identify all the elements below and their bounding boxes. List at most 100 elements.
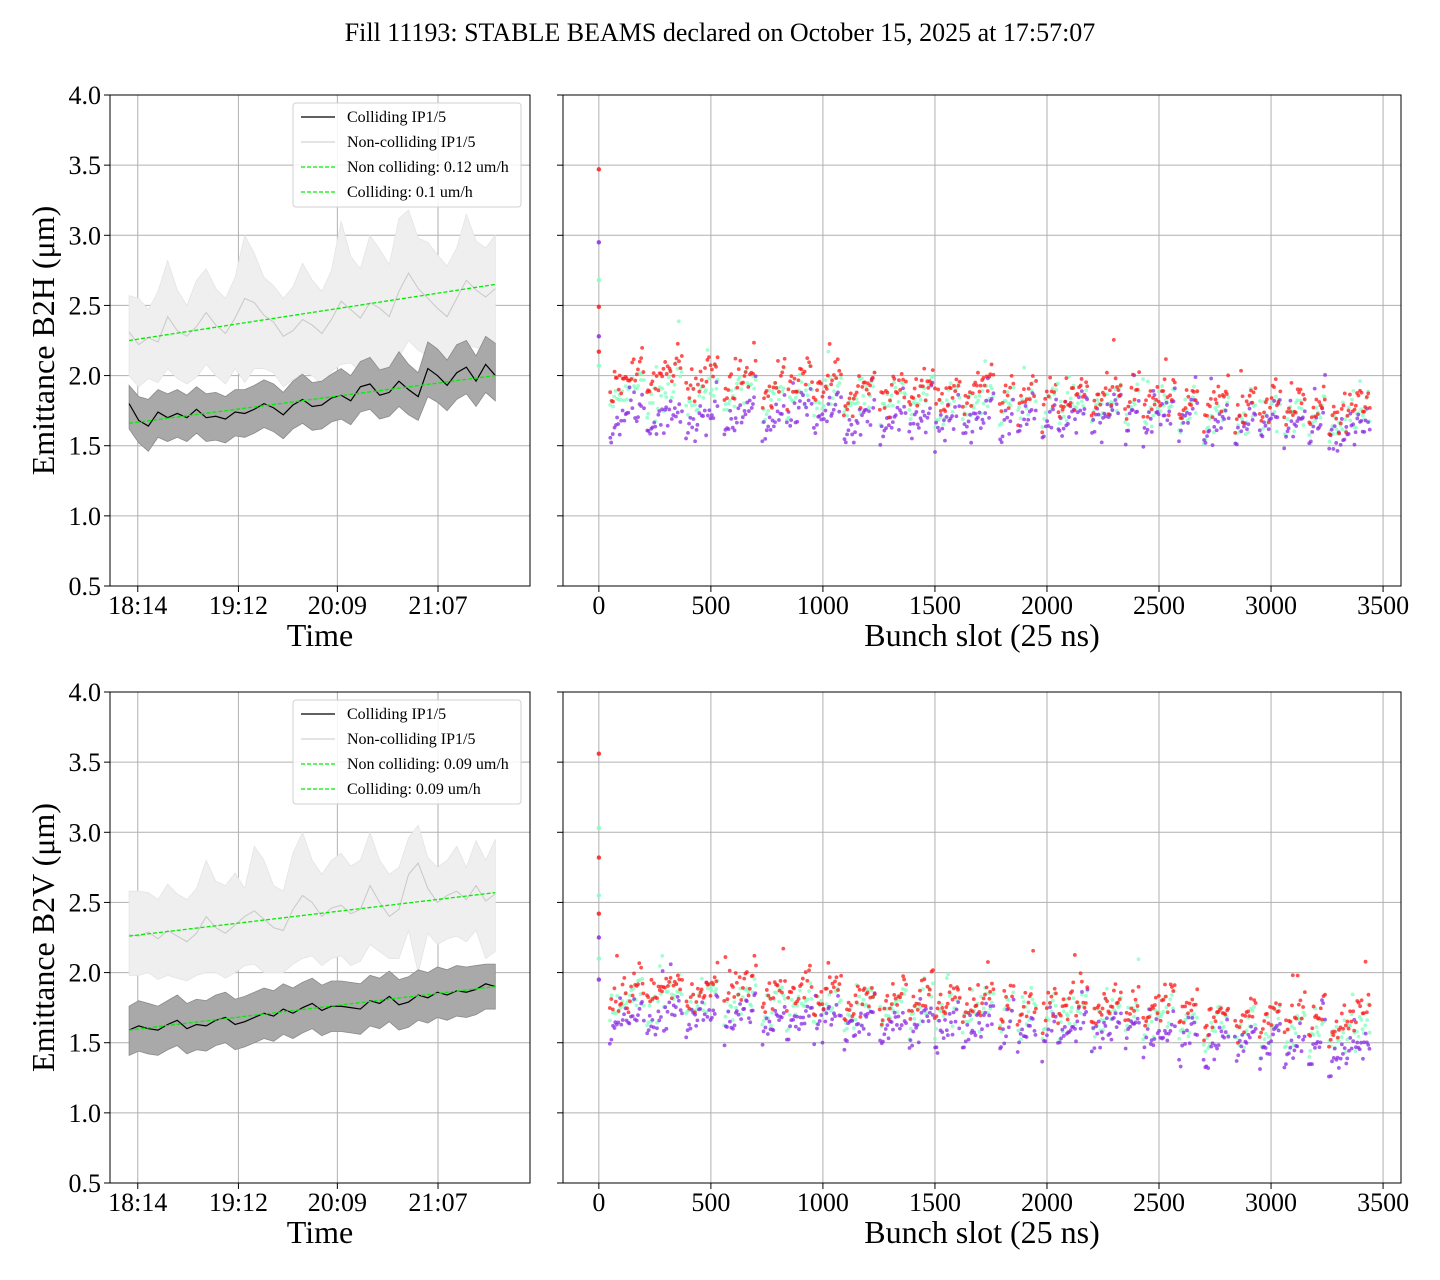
bunch-point xyxy=(1236,1040,1240,1045)
bunch-point xyxy=(1033,408,1038,413)
bunch-point xyxy=(957,379,962,384)
bunch-point xyxy=(1243,432,1248,437)
bunch-point xyxy=(742,401,747,406)
bunch-point xyxy=(609,993,614,998)
bunch-point xyxy=(788,379,793,384)
bunch-point xyxy=(1024,1035,1029,1039)
bunch-point xyxy=(962,412,967,417)
bunch-point xyxy=(1234,442,1239,447)
bunch-point xyxy=(1239,429,1244,434)
bunch-point xyxy=(763,1010,768,1015)
bunch-point xyxy=(812,413,816,418)
bunch-point xyxy=(767,384,772,389)
bunch-point xyxy=(688,399,693,404)
bunch-point xyxy=(1085,397,1089,402)
bunch-point xyxy=(857,374,861,378)
bunch-point xyxy=(862,401,867,406)
bunch-point xyxy=(805,413,809,417)
bunch-point xyxy=(917,1002,922,1006)
pilot-bunch-point xyxy=(596,911,602,916)
bunch-point xyxy=(1334,1024,1339,1029)
bunch-point xyxy=(858,432,863,437)
bunch-point xyxy=(1011,984,1016,988)
bunch-point xyxy=(1091,418,1096,422)
bunch-point xyxy=(1269,416,1273,421)
bunch-point xyxy=(1310,430,1315,434)
bunch-point xyxy=(805,1004,810,1009)
bunch-point xyxy=(740,995,745,999)
bunch-point xyxy=(651,371,656,376)
bunch-point xyxy=(977,1021,982,1025)
bunch-point xyxy=(653,424,658,429)
bunch-point xyxy=(973,380,978,385)
pilot-bunch-point xyxy=(596,977,602,982)
bunch-point xyxy=(771,391,776,396)
bunch-point xyxy=(704,433,709,438)
bunch-point xyxy=(920,1019,925,1024)
bunch-point xyxy=(1071,996,1076,1001)
bunch-point xyxy=(1103,386,1108,391)
bunch-point xyxy=(741,380,745,385)
bunch-point xyxy=(1113,376,1118,381)
bunch-point xyxy=(653,386,658,391)
bunch-point xyxy=(1061,1009,1066,1014)
bunch-point xyxy=(1028,1023,1032,1028)
bunch-point xyxy=(619,1001,624,1006)
bunch-point xyxy=(778,384,783,389)
noncolliding-mean-line xyxy=(129,862,496,943)
bunch-point xyxy=(1289,419,1294,423)
bunch-point xyxy=(667,375,671,380)
bunch-point xyxy=(1164,1005,1169,1010)
bunch-point xyxy=(895,391,900,395)
bunch-point xyxy=(1348,1023,1353,1028)
bunch-point xyxy=(799,982,804,987)
bunch-point xyxy=(1260,426,1265,431)
bunch-point xyxy=(1045,419,1050,424)
bunch-point xyxy=(1135,382,1140,387)
y-tick-label: 3.0 xyxy=(69,221,102,250)
x-tick-label: 2500 xyxy=(1133,591,1185,620)
x-axis-label: Bunch slot (25 ns) xyxy=(864,1214,1100,1250)
bunch-point xyxy=(910,1009,914,1013)
bunch-point xyxy=(938,409,943,413)
bunch-point xyxy=(711,416,716,421)
bunch-point xyxy=(839,1013,843,1018)
bunch-point xyxy=(1359,390,1364,395)
bunch-point xyxy=(837,381,842,385)
bunch-point xyxy=(734,980,739,985)
bunch-point xyxy=(991,987,996,992)
bunch-point xyxy=(734,1009,739,1013)
bunch-point xyxy=(950,1024,955,1029)
bunch-point xyxy=(747,398,752,403)
bunch-point xyxy=(744,365,749,370)
bunch-point xyxy=(1005,1003,1010,1008)
bunch-point xyxy=(705,986,710,991)
bunch-point xyxy=(1043,396,1048,401)
bunch-point xyxy=(815,406,819,411)
bunch-point xyxy=(1239,1044,1244,1049)
bunch-point xyxy=(1177,412,1182,417)
bunch-point xyxy=(1266,427,1271,432)
bunch-point xyxy=(1048,1001,1052,1005)
bunch-point xyxy=(984,985,989,990)
bunch-point xyxy=(1096,1003,1101,1008)
bunch-point xyxy=(1206,1033,1211,1038)
bunch-point xyxy=(1162,413,1167,418)
bunch-point xyxy=(1065,390,1070,395)
bunch-point xyxy=(1169,1022,1174,1027)
bunch-point xyxy=(984,398,989,403)
bunch-point xyxy=(754,963,758,968)
bunch-point xyxy=(1287,406,1291,411)
bunch-point xyxy=(637,961,642,966)
bunch-point xyxy=(802,995,807,1000)
bunch-point xyxy=(1209,1020,1214,1025)
bunch-point xyxy=(1354,425,1358,430)
bunch-point xyxy=(784,420,789,425)
bunch-point xyxy=(1219,1006,1223,1011)
bunch-point xyxy=(855,984,860,989)
bunch-point xyxy=(657,1018,662,1023)
axes-frame xyxy=(109,691,531,1184)
bunch-point xyxy=(677,359,681,364)
bunch-point xyxy=(780,985,784,990)
